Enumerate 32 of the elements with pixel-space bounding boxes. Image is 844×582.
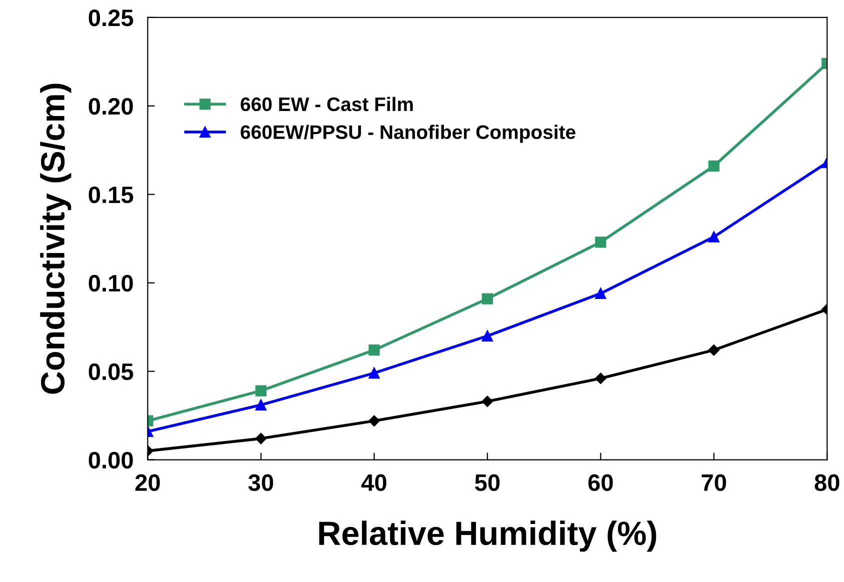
point (482, 330, 493, 342)
point (595, 372, 606, 384)
point (368, 344, 380, 356)
x-tick-label: 80 (814, 474, 840, 492)
x-tick-label: 40 (361, 474, 386, 492)
point (368, 415, 380, 426)
point (708, 231, 720, 242)
point (255, 432, 267, 444)
point (255, 399, 266, 410)
y-tick-label: 0.10 (88, 274, 133, 292)
y-tick-label: 0.20 (88, 98, 133, 115)
point (708, 344, 720, 356)
y-tick-label: 0.15 (88, 186, 134, 204)
legend-label: 660 EW - Cast Film (240, 96, 413, 112)
point (708, 160, 720, 172)
x-axis-title: Relative Humidity (%) (319, 520, 656, 552)
y-tick-label: 0.00 (88, 452, 133, 469)
y-tick-label: 0.05 (88, 363, 134, 380)
x-tick-label: 50 (475, 474, 500, 492)
point (482, 396, 494, 407)
y-axis-title: Conductivity (S/cm) (40, 84, 72, 394)
legend-label: 660EW/PPSU - Nanofiber Composite (240, 124, 576, 143)
point (368, 368, 380, 379)
point (255, 385, 266, 396)
y-tick-label: 0.25 (88, 10, 134, 26)
point (595, 236, 606, 248)
x-tick-label: 20 (135, 474, 160, 492)
x-tick-label: 60 (588, 474, 613, 492)
point (595, 288, 606, 300)
point (482, 293, 493, 304)
x-tick-label: 30 (248, 474, 274, 492)
x-tick-label: 70 (702, 474, 726, 492)
